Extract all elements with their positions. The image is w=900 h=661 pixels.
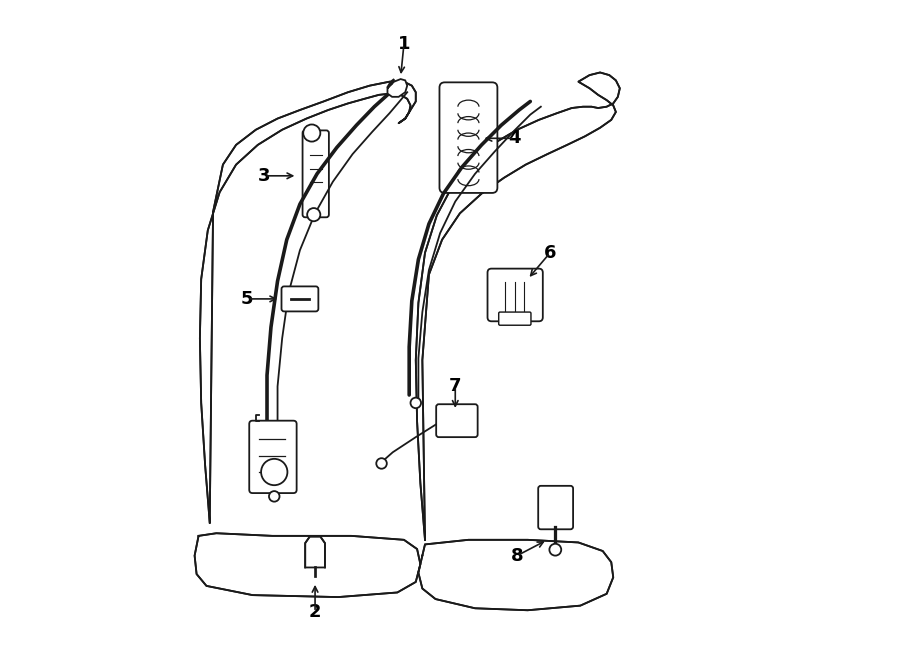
Text: 7: 7 xyxy=(449,377,462,395)
Polygon shape xyxy=(305,537,325,567)
Circle shape xyxy=(410,398,421,408)
Circle shape xyxy=(307,208,320,221)
Text: 3: 3 xyxy=(258,167,271,185)
Circle shape xyxy=(261,459,287,485)
FancyBboxPatch shape xyxy=(499,312,531,325)
Polygon shape xyxy=(388,79,407,97)
FancyBboxPatch shape xyxy=(439,83,498,193)
Text: 5: 5 xyxy=(241,290,254,308)
Text: 6: 6 xyxy=(544,244,556,262)
Text: 4: 4 xyxy=(508,130,521,147)
FancyBboxPatch shape xyxy=(249,420,297,493)
Text: 8: 8 xyxy=(511,547,524,564)
FancyBboxPatch shape xyxy=(436,405,478,437)
FancyBboxPatch shape xyxy=(538,486,573,529)
Text: 2: 2 xyxy=(309,603,321,621)
Polygon shape xyxy=(200,82,416,523)
Circle shape xyxy=(269,491,280,502)
FancyBboxPatch shape xyxy=(488,268,543,321)
Circle shape xyxy=(303,124,320,141)
Circle shape xyxy=(376,458,387,469)
Polygon shape xyxy=(416,73,620,540)
Circle shape xyxy=(549,544,562,556)
FancyBboxPatch shape xyxy=(282,286,319,311)
FancyBboxPatch shape xyxy=(302,130,328,217)
Text: 1: 1 xyxy=(398,35,410,53)
Polygon shape xyxy=(194,533,420,597)
Polygon shape xyxy=(418,540,613,610)
